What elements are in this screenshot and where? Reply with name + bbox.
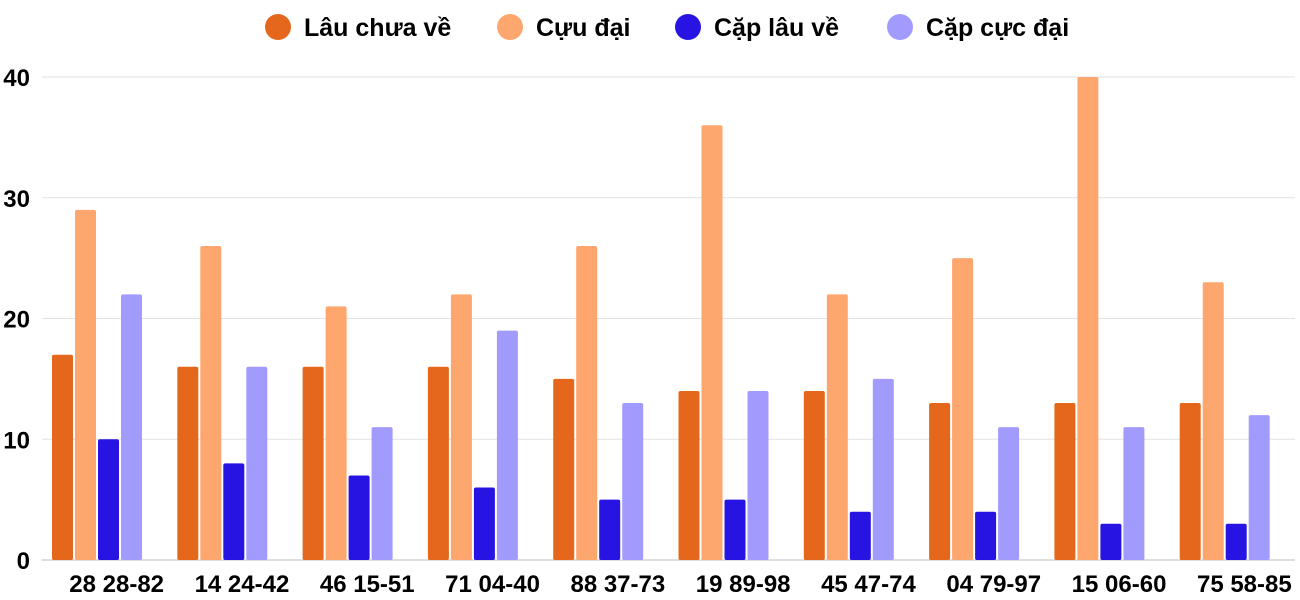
bar[interactable] [827, 294, 848, 560]
legend-label: Cặp lâu về [714, 14, 839, 42]
bar[interactable] [929, 403, 950, 560]
bar[interactable] [474, 488, 495, 560]
legend-marker [675, 14, 701, 40]
bar[interactable] [576, 246, 597, 560]
x-tick-label: 75 58-85 [1197, 571, 1292, 598]
bar[interactable] [200, 246, 221, 560]
bar[interactable] [1226, 524, 1247, 560]
legend-label: Lâu chưa về [304, 14, 451, 42]
legend-marker [497, 14, 523, 40]
y-tick-label: 20 [3, 307, 30, 334]
bar[interactable] [428, 367, 449, 560]
bar[interactable] [1249, 415, 1270, 560]
bar[interactable] [349, 475, 370, 560]
bar[interactable] [121, 294, 142, 560]
x-tick-label: 14 24-42 [195, 571, 290, 598]
bar[interactable] [873, 379, 894, 560]
chart-container: 0 10 20 30 40 28 28-82 14 24-42 46 15-51 71 04-… [0, 0, 1300, 600]
bar[interactable] [748, 391, 769, 560]
legend-item[interactable]: Lâu chưa về [265, 14, 451, 42]
x-tick-label: 45 47-74 [821, 571, 916, 598]
bar[interactable] [1054, 403, 1075, 560]
x-tick-label: 46 15-51 [320, 571, 415, 598]
bar[interactable] [1180, 403, 1201, 560]
bar[interactable] [326, 306, 347, 560]
legend-label: Cựu đại [536, 14, 631, 42]
legend-item[interactable]: Cặp cực đại [887, 14, 1069, 42]
legend-item[interactable]: Cựu đại [497, 14, 631, 42]
bar[interactable] [998, 427, 1019, 560]
y-axis: 0 10 20 30 40 [3, 65, 30, 575]
bar[interactable] [303, 367, 324, 560]
bar[interactable] [725, 500, 746, 560]
bar[interactable] [52, 355, 73, 560]
x-tick-label: 04 79-97 [946, 571, 1041, 598]
legend: Lâu chưa về Cựu đại Cặp lâu về Cặp cực đại [265, 14, 1069, 42]
bar[interactable] [850, 512, 871, 560]
bar[interactable] [75, 210, 96, 560]
y-tick-label: 30 [3, 186, 30, 213]
bar[interactable] [599, 500, 620, 560]
x-axis: 28 28-82 14 24-42 46 15-51 71 04-40 88 37-73… [69, 571, 1291, 598]
x-tick-label: 28 28-82 [69, 571, 164, 598]
x-tick-label: 19 89-98 [696, 571, 791, 598]
bar[interactable] [372, 427, 393, 560]
bar[interactable] [1077, 77, 1098, 560]
bar[interactable] [497, 331, 518, 560]
bar[interactable] [702, 125, 723, 560]
bar[interactable] [1100, 524, 1121, 560]
bar[interactable] [1123, 427, 1144, 560]
bar[interactable] [98, 439, 119, 560]
x-tick-label: 71 04-40 [445, 571, 540, 598]
bar[interactable] [246, 367, 267, 560]
legend-item[interactable]: Cặp lâu về [675, 14, 839, 42]
bar[interactable] [622, 403, 643, 560]
x-tick-label: 15 06-60 [1072, 571, 1167, 598]
bar[interactable] [679, 391, 700, 560]
x-tick-label: 88 37-73 [570, 571, 665, 598]
bar-chart: 0 10 20 30 40 28 28-82 14 24-42 46 15-51 71 04-… [0, 0, 1300, 600]
bar[interactable] [1203, 282, 1224, 560]
bar[interactable] [451, 294, 472, 560]
legend-marker [887, 14, 913, 40]
legend-label: Cặp cực đại [926, 14, 1069, 42]
bar[interactable] [952, 258, 973, 560]
bar[interactable] [223, 463, 244, 560]
bar[interactable] [553, 379, 574, 560]
bar[interactable] [177, 367, 198, 560]
bar[interactable] [975, 512, 996, 560]
y-tick-label: 0 [17, 548, 30, 575]
y-tick-label: 40 [3, 65, 30, 92]
legend-marker [265, 14, 291, 40]
bar[interactable] [804, 391, 825, 560]
y-tick-label: 10 [3, 427, 30, 454]
